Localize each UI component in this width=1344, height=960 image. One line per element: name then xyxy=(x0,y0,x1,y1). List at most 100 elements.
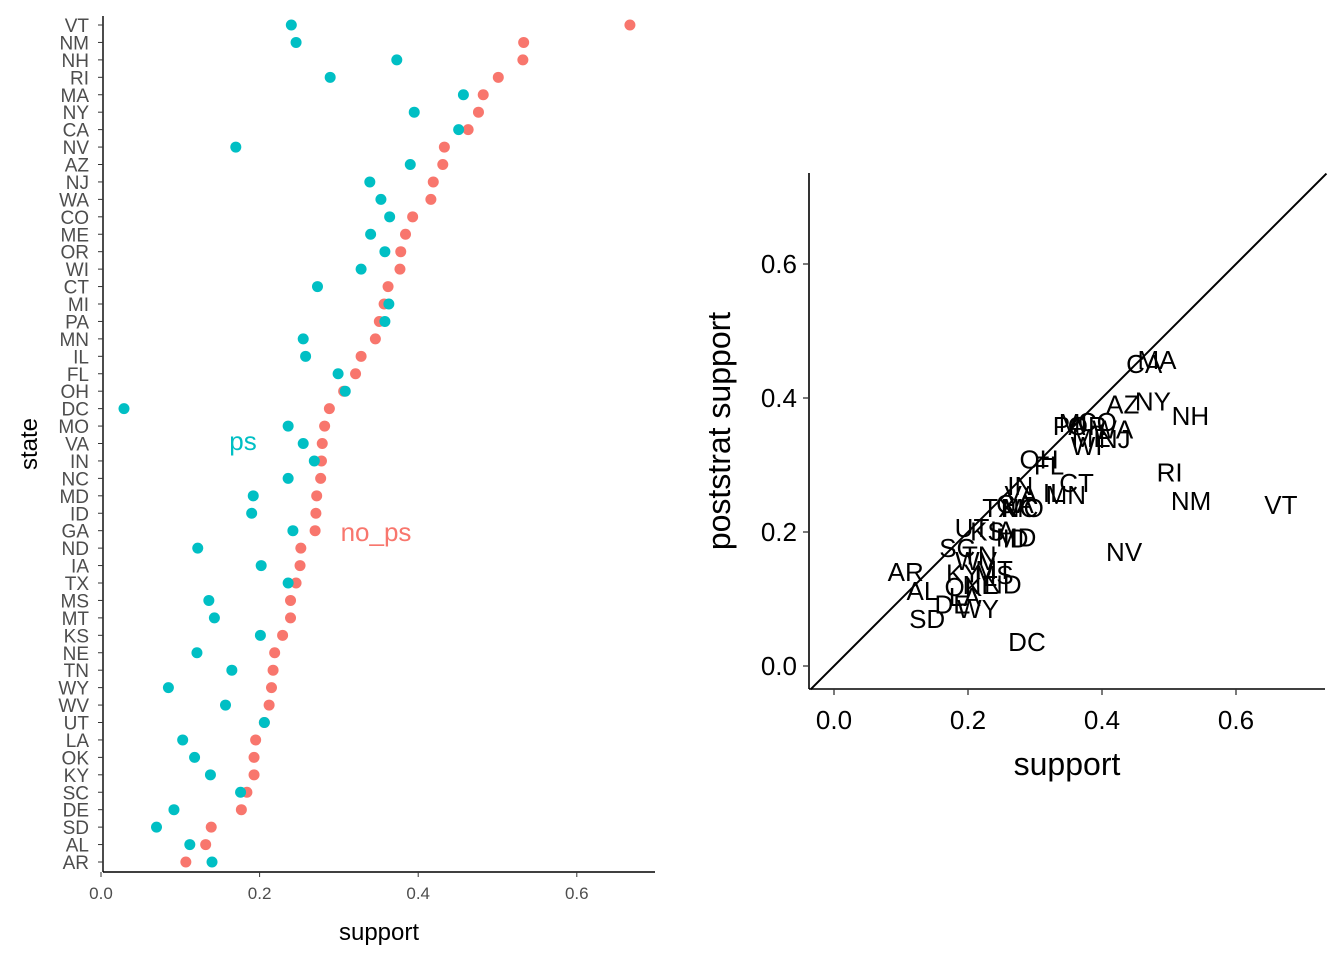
point-label-nd: ND xyxy=(984,569,1022,599)
data-point-series-1 xyxy=(308,455,320,467)
data-point-series-1 xyxy=(384,211,396,223)
y-tick-label: MT xyxy=(62,609,90,630)
y-tick-label: PA xyxy=(65,312,89,333)
data-point-series-1 xyxy=(332,368,344,380)
point-label-ut: UT xyxy=(955,513,990,543)
data-point-series-0 xyxy=(248,769,260,781)
data-point-series-0 xyxy=(319,420,331,432)
data-point-series-0 xyxy=(369,333,381,345)
data-point-series-0 xyxy=(250,734,262,746)
point-label-co: CO xyxy=(1078,407,1117,437)
data-point-series-1 xyxy=(408,106,420,118)
x-tick-label: 0.4 xyxy=(1084,705,1120,735)
y-tick-label: NY xyxy=(63,103,90,124)
data-point-series-0 xyxy=(624,19,636,31)
data-point-series-1 xyxy=(226,664,238,676)
data-point-series-0 xyxy=(492,71,504,83)
y-tick-label: NE xyxy=(63,644,89,665)
identity-line xyxy=(809,172,1328,691)
x-tick-label: 0.2 xyxy=(950,705,986,735)
annotation-no-ps: no_ps xyxy=(341,517,412,547)
point-label-fl: FL xyxy=(1034,451,1064,481)
y-tick-label: OR xyxy=(61,243,90,264)
data-point-series-1 xyxy=(168,804,180,816)
data-point-series-0 xyxy=(263,699,275,711)
point-label-sc: SC xyxy=(939,533,975,563)
data-point-series-0 xyxy=(265,682,277,694)
data-point-series-1 xyxy=(404,159,416,170)
data-point-series-0 xyxy=(269,647,281,659)
data-point-series-1 xyxy=(324,71,336,83)
y-tick-label: IL xyxy=(73,347,89,368)
data-point-series-0 xyxy=(311,490,323,502)
point-label-sd: SD xyxy=(909,604,945,634)
data-point-series-0 xyxy=(285,594,297,606)
data-point-series-1 xyxy=(297,438,309,449)
data-point-series-0 xyxy=(517,54,529,66)
data-point-series-0 xyxy=(400,228,412,240)
data-point-series-0 xyxy=(309,525,321,537)
data-point-series-1 xyxy=(220,699,232,711)
data-point-series-0 xyxy=(427,176,439,188)
data-point-series-1 xyxy=(177,734,189,746)
data-point-series-0 xyxy=(205,821,217,833)
y-axis-title: state xyxy=(16,418,43,470)
data-point-series-1 xyxy=(282,420,294,432)
data-point-series-0 xyxy=(316,438,328,449)
y-tick-label: WI xyxy=(66,260,89,281)
data-point-series-1 xyxy=(379,246,391,258)
point-label-wv: WV xyxy=(955,546,998,576)
data-point-series-0 xyxy=(323,403,335,415)
y-tick-label: 0.4 xyxy=(761,383,797,413)
data-point-series-0 xyxy=(395,246,407,258)
data-point-series-0 xyxy=(310,507,322,519)
data-point-series-0 xyxy=(277,629,289,641)
point-label-id: ID xyxy=(1003,524,1029,554)
y-tick-label: TN xyxy=(64,661,89,682)
data-point-series-0 xyxy=(472,106,484,118)
data-point-series-1 xyxy=(118,403,130,415)
point-label-md: MD xyxy=(996,522,1036,552)
data-point-series-0 xyxy=(382,281,394,293)
data-point-series-0 xyxy=(235,804,247,816)
point-label-mt: MT xyxy=(975,555,1013,585)
data-point-series-1 xyxy=(453,124,465,136)
y-tick-label: UT xyxy=(64,714,90,735)
y-tick-label: NH xyxy=(62,51,89,72)
point-label-tn: TN xyxy=(962,540,997,570)
point-label-mi: MI xyxy=(1059,408,1088,438)
y-tick-label: AR xyxy=(63,853,89,874)
point-label-al: AL xyxy=(907,576,939,606)
point-label-il: IL xyxy=(1043,478,1065,508)
point-label-ri: RI xyxy=(1157,457,1183,487)
point-label-nh: NH xyxy=(1172,401,1210,431)
x-tick-label: 0.0 xyxy=(816,705,852,735)
data-point-series-0 xyxy=(180,856,192,868)
data-point-series-1 xyxy=(204,769,216,781)
y-tick-label: AL xyxy=(66,836,89,857)
y-tick-label: NC xyxy=(62,469,89,490)
data-point-series-0 xyxy=(437,159,449,170)
data-point-series-0 xyxy=(315,472,327,484)
point-label-dc: DC xyxy=(1008,627,1046,657)
point-label-nm: NM xyxy=(1171,486,1211,516)
data-point-series-1 xyxy=(254,629,266,641)
data-point-series-1 xyxy=(246,507,258,519)
x-tick-label: 0.0 xyxy=(89,884,113,903)
y-tick-label: NM xyxy=(59,33,89,54)
y-tick-label: CA xyxy=(63,121,90,142)
data-point-series-1 xyxy=(375,193,387,205)
data-point-series-0 xyxy=(248,751,260,763)
data-point-series-1 xyxy=(206,856,218,868)
y-tick-label: SC xyxy=(63,783,89,804)
y-tick-label: KS xyxy=(64,626,89,647)
data-point-series-0 xyxy=(394,263,406,275)
y-tick-label: IN xyxy=(70,452,89,473)
y-tick-label: GA xyxy=(62,522,90,543)
y-tick-label: MN xyxy=(59,330,89,351)
point-label-ky: KY xyxy=(946,559,981,589)
data-point-series-1 xyxy=(339,385,351,397)
data-point-series-0 xyxy=(267,664,279,676)
y-tick-label: MD xyxy=(59,487,89,508)
y-tick-label: FL xyxy=(67,365,89,386)
